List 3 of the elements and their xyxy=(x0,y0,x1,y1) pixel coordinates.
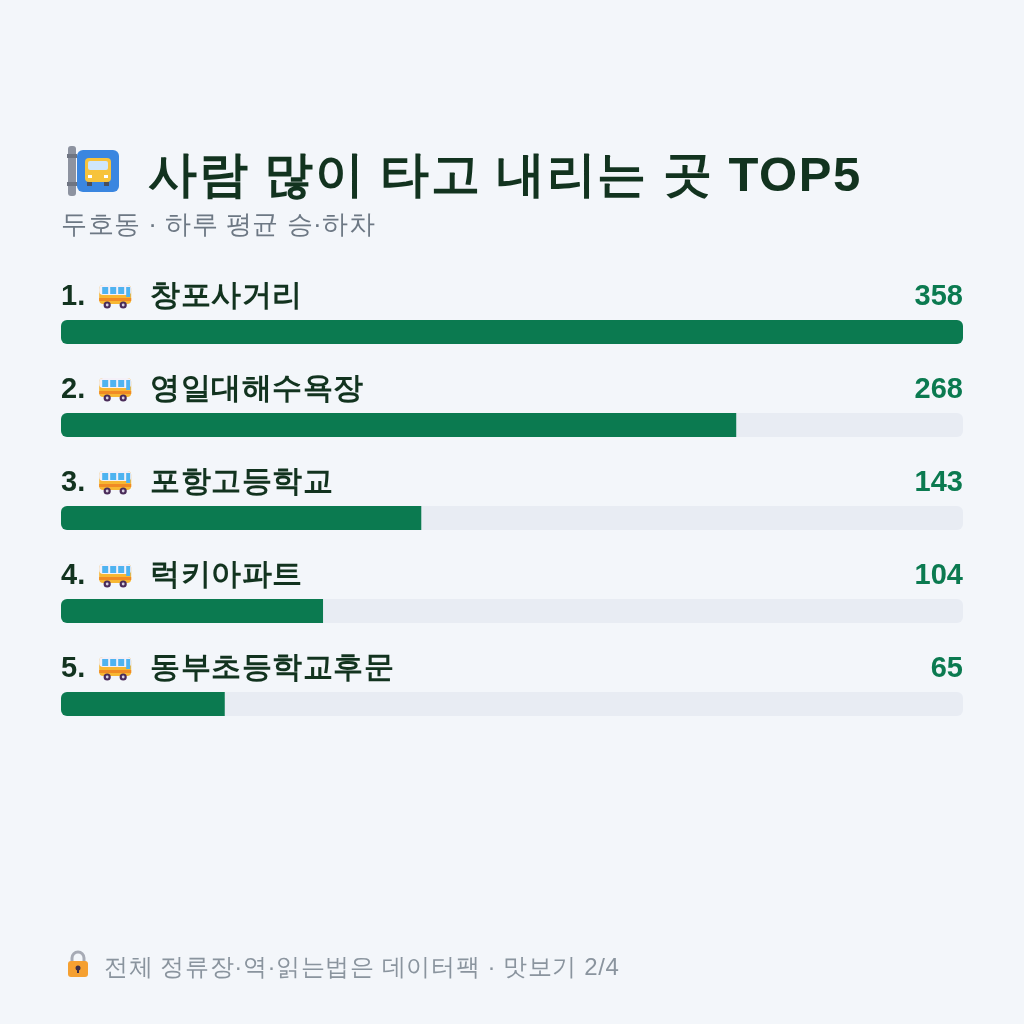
annotation: 전체 정류장·역·읽는법은 데이터팩 · 맛보기 2/4 xyxy=(104,953,620,980)
subtitle: 두호동 · 하루 평균 승·하차 xyxy=(61,209,376,239)
title: 사람 많이 타고 내리는 곳 TOP5 xyxy=(148,147,862,201)
